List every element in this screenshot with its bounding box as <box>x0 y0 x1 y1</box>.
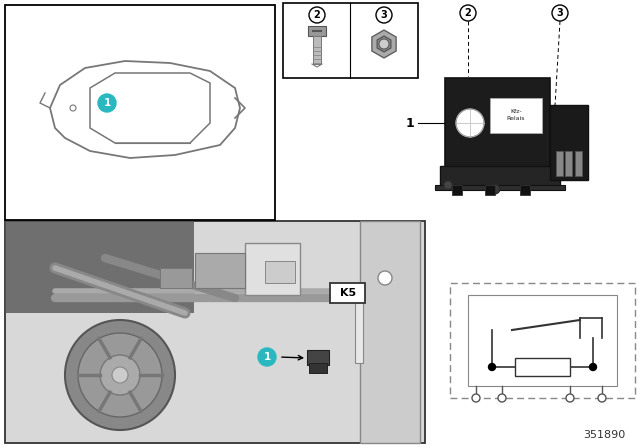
Circle shape <box>472 394 480 402</box>
Bar <box>485 185 495 195</box>
Text: 351890: 351890 <box>583 430 625 440</box>
Bar <box>550 105 588 180</box>
Circle shape <box>376 7 392 23</box>
Bar <box>515 358 570 376</box>
Bar <box>556 151 563 176</box>
Bar <box>360 221 420 443</box>
Circle shape <box>112 367 128 383</box>
Circle shape <box>552 5 568 21</box>
Bar <box>490 98 542 133</box>
Bar <box>565 151 572 176</box>
Text: 3: 3 <box>381 10 387 20</box>
Circle shape <box>490 184 500 194</box>
Bar <box>575 151 582 176</box>
Bar <box>245 243 300 295</box>
Polygon shape <box>313 36 321 64</box>
Bar <box>468 295 617 386</box>
Circle shape <box>98 94 116 112</box>
Bar <box>445 78 550 173</box>
Circle shape <box>379 39 389 49</box>
Circle shape <box>70 105 76 111</box>
Polygon shape <box>372 30 396 58</box>
Bar <box>308 26 326 36</box>
Text: 1: 1 <box>264 352 271 362</box>
Text: K5: K5 <box>340 288 356 298</box>
Bar <box>450 283 635 398</box>
Bar <box>330 283 365 303</box>
Bar <box>265 261 295 283</box>
Text: 2: 2 <box>314 10 321 20</box>
Text: 3: 3 <box>557 8 563 18</box>
Circle shape <box>378 271 392 285</box>
Circle shape <box>456 109 484 137</box>
Bar <box>5 221 425 443</box>
Circle shape <box>100 355 140 395</box>
Polygon shape <box>377 36 391 52</box>
Bar <box>5 221 194 313</box>
Bar <box>355 293 363 363</box>
Bar <box>5 5 275 220</box>
Circle shape <box>309 7 325 23</box>
Circle shape <box>65 320 175 430</box>
Bar <box>283 3 418 78</box>
Circle shape <box>589 363 596 370</box>
Circle shape <box>444 181 452 189</box>
Circle shape <box>598 394 606 402</box>
Text: Kfz-
Relais: Kfz- Relais <box>507 109 525 121</box>
Text: 2: 2 <box>465 8 472 18</box>
Text: 1: 1 <box>104 98 111 108</box>
Bar <box>520 185 530 195</box>
Circle shape <box>460 5 476 21</box>
Circle shape <box>78 333 162 417</box>
Bar <box>440 166 560 188</box>
Bar <box>160 268 192 288</box>
Bar <box>435 185 565 190</box>
Bar <box>309 363 327 373</box>
Circle shape <box>258 348 276 366</box>
Circle shape <box>498 394 506 402</box>
Bar <box>195 253 245 288</box>
Circle shape <box>566 394 574 402</box>
Bar <box>307 350 329 365</box>
Text: 1: 1 <box>406 116 414 129</box>
Bar <box>452 185 462 195</box>
Circle shape <box>488 363 495 370</box>
